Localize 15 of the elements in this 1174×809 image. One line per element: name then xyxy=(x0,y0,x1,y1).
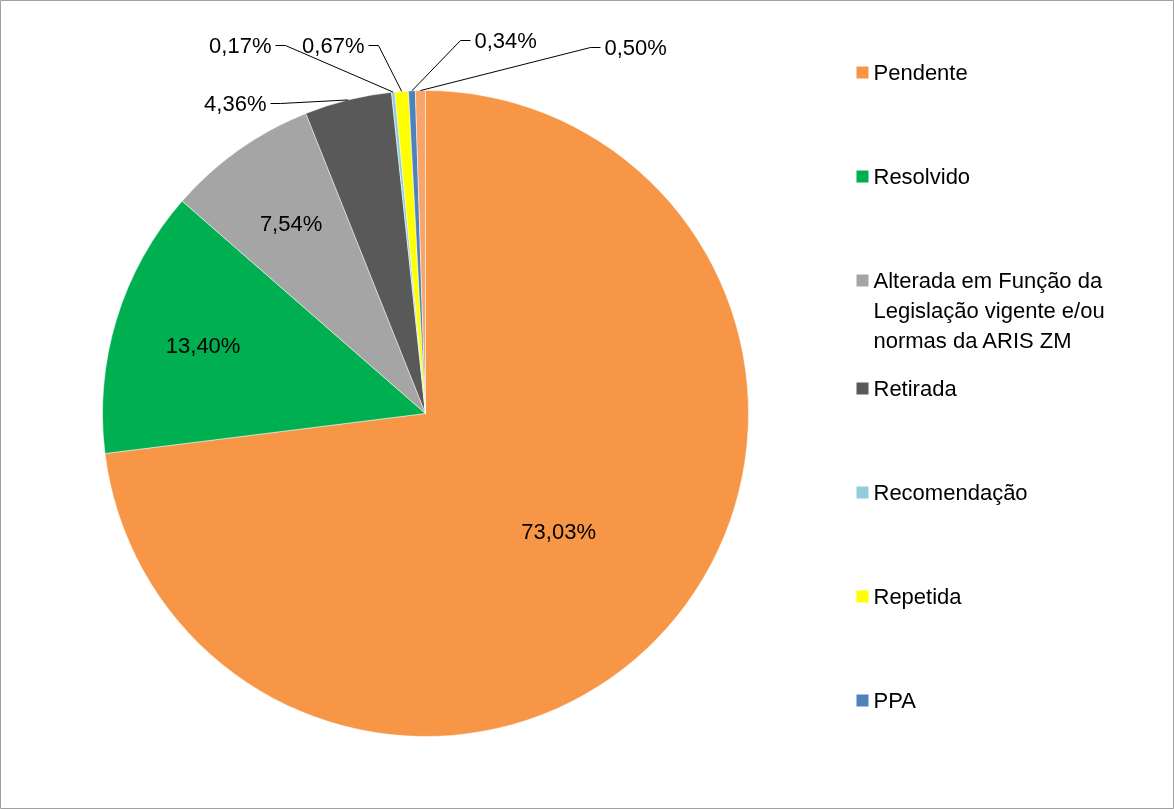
data-label: 0,17% xyxy=(209,33,272,58)
legend-label: PPA xyxy=(873,687,917,713)
data-label: 4,36% xyxy=(204,91,267,116)
data-label: 13,40% xyxy=(165,333,241,359)
legend-label: Alterada em Função da Legislação vigente e/ou normas da ARIS ZM xyxy=(873,267,1105,353)
legend-label: Recomendação xyxy=(873,479,1028,505)
data-label: 0,50% xyxy=(604,35,667,60)
data-label: 0,67% xyxy=(302,33,365,58)
data-label: 0,34% xyxy=(474,28,537,53)
legend-label: Resolvido xyxy=(873,163,971,189)
data-label: 73,03% xyxy=(521,518,596,544)
legend-label: Retirada xyxy=(873,375,958,401)
data-label: 7,54% xyxy=(259,211,323,237)
legend-label: Pendente xyxy=(873,59,968,85)
legend-label: Repetida xyxy=(873,583,963,609)
